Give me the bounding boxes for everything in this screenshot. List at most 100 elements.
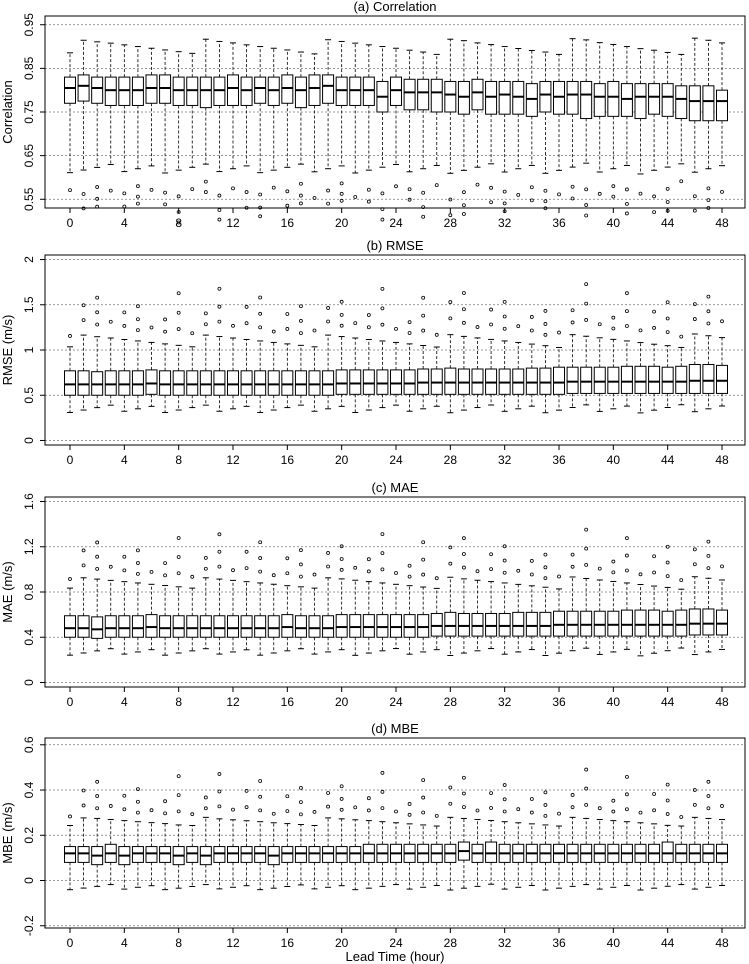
outlier-point [244, 549, 249, 554]
outlier-point [652, 792, 656, 796]
box [335, 614, 348, 638]
outlier-point [366, 808, 371, 813]
x-tick-label: 44 [661, 453, 675, 467]
outlier-point [625, 536, 629, 541]
box [77, 370, 90, 396]
outlier-point [122, 324, 127, 328]
box [159, 370, 172, 396]
box [172, 615, 185, 638]
outlier-point [529, 572, 534, 577]
outlier-point [462, 212, 466, 216]
outlier-point [203, 311, 208, 316]
box [417, 614, 430, 638]
box [539, 367, 552, 395]
outlier-point [217, 193, 222, 198]
box [702, 85, 715, 122]
outlier-point [339, 299, 344, 304]
x-tick-label: 48 [715, 453, 729, 467]
outlier-point [570, 196, 575, 201]
box [553, 366, 565, 395]
outlier-point [665, 330, 670, 335]
box [390, 76, 402, 106]
box [64, 615, 76, 638]
outlier-point [380, 806, 385, 811]
x-tick-label: 44 [661, 695, 675, 709]
outlier-point [163, 799, 167, 804]
y-tick-label: 1 [22, 346, 36, 353]
outlier-point [638, 572, 643, 577]
outlier-point [68, 577, 72, 581]
box [213, 846, 226, 863]
x-tick-label: 20 [335, 453, 349, 467]
box [688, 85, 701, 122]
outlier-point [149, 569, 154, 574]
box [349, 846, 362, 863]
outlier-point [611, 326, 616, 331]
outlier-point [68, 188, 72, 193]
outlier-point [176, 194, 181, 199]
outlier-point [190, 187, 195, 192]
outlier-point [407, 802, 412, 806]
x-tick-label: 16 [281, 216, 295, 230]
outlier-point [299, 193, 303, 198]
x-tick-label: 0 [67, 216, 74, 230]
outlier-point [136, 548, 140, 553]
outlier-point [271, 329, 276, 334]
box [675, 365, 688, 394]
box [593, 610, 606, 637]
outlier-point [136, 194, 140, 199]
outlier-point [665, 574, 670, 579]
y-tick-label: 0 [22, 437, 36, 444]
outlier-point [122, 807, 127, 812]
outlier-point [529, 797, 534, 801]
x-tick-label: 12 [226, 936, 240, 950]
outlier-point [543, 309, 548, 313]
outlier-point [122, 554, 127, 559]
x-axis-label: Lead Time (hour) [346, 949, 445, 964]
outlier-point [353, 805, 358, 810]
outlier-point [339, 191, 344, 196]
outlier-point [502, 544, 507, 549]
outlier-point [679, 578, 684, 583]
box [281, 614, 294, 638]
outlier-point [706, 186, 711, 191]
outlier-point [217, 564, 222, 569]
outlier-point [692, 562, 697, 567]
outlier-point [136, 184, 140, 189]
outlier-point [557, 192, 561, 197]
outlier-point [217, 804, 222, 809]
x-tick-label: 48 [715, 936, 729, 950]
outlier-point [652, 808, 656, 813]
outlier-point [217, 304, 222, 309]
outlier-point [502, 209, 507, 214]
box [64, 846, 76, 863]
outlier-point [163, 317, 167, 322]
outlier-point [271, 573, 276, 578]
outlier-point [95, 310, 100, 315]
outlier-point [584, 187, 589, 192]
box [553, 80, 565, 115]
box [294, 76, 307, 109]
outlier-point [217, 217, 222, 222]
outlier-point [543, 188, 548, 193]
outlier-point [81, 548, 86, 553]
box [227, 615, 239, 638]
outlier-point [244, 321, 249, 326]
outlier-point [95, 567, 100, 571]
outlier-point [448, 197, 453, 202]
outlier-point [176, 571, 181, 576]
outlier-point [665, 316, 670, 321]
box [240, 370, 253, 396]
box [213, 370, 226, 396]
outlier-point [529, 185, 534, 190]
outlier-point [448, 316, 453, 321]
y-tick-label: 0.55 [22, 187, 36, 211]
x-tick-label: 32 [498, 453, 512, 467]
x-tick-label: 4 [121, 936, 128, 950]
box [145, 846, 158, 863]
outlier-point [421, 295, 426, 300]
outlier-point [475, 325, 480, 329]
y-tick-label: 1.5 [22, 296, 36, 313]
outlier-point [475, 569, 480, 574]
